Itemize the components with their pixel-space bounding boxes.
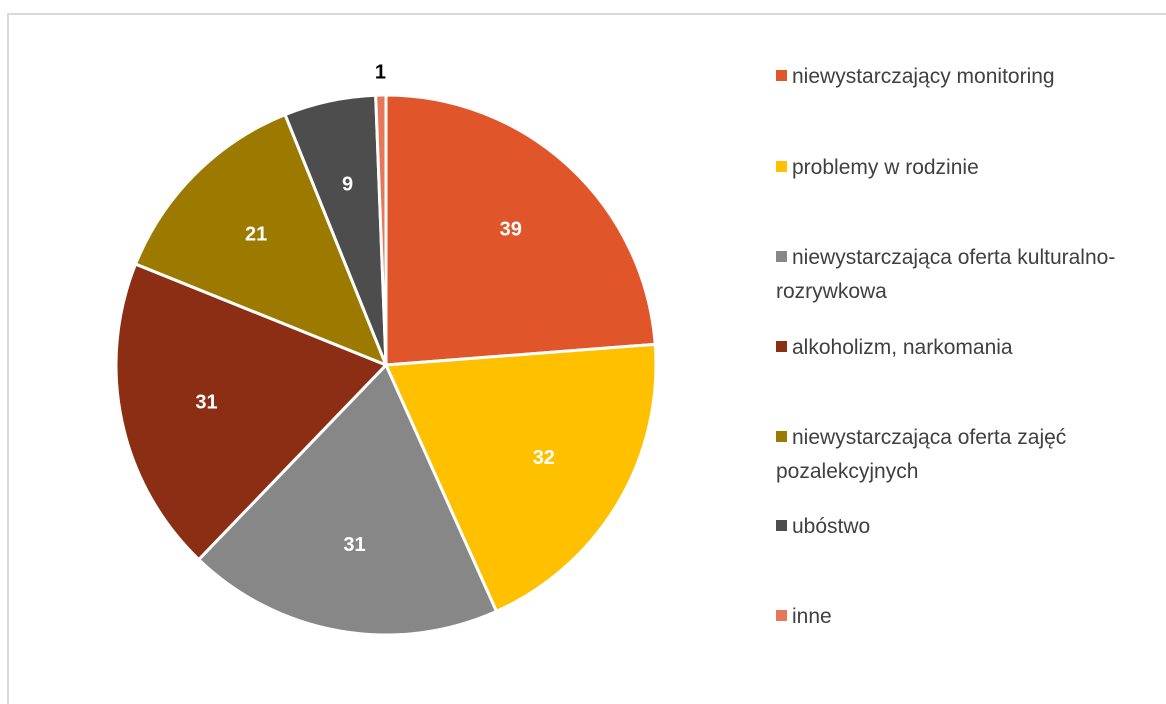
pie-slice xyxy=(374,93,388,366)
legend-item: inne xyxy=(776,600,1156,634)
legend-key xyxy=(776,430,787,442)
legend-item: problemy w rodzinie xyxy=(776,151,1156,185)
legend-label: niewystarczająca oferta zajęć pozalekcyj… xyxy=(776,426,1067,483)
slice-label: 32 xyxy=(533,447,555,469)
legend-key xyxy=(776,340,787,352)
pie-slice xyxy=(196,362,499,637)
legend-item: ubóstwo xyxy=(776,510,1156,544)
slice-label: 39 xyxy=(500,219,522,241)
legend-item: niewystarczająca oferta kulturalno-rozry… xyxy=(776,241,1156,309)
legend-key xyxy=(776,250,787,262)
slice-label: 9 xyxy=(342,174,353,196)
pie-slice xyxy=(384,93,657,367)
slice-label: 31 xyxy=(343,534,365,556)
legend-label: problemy w rodzinie xyxy=(792,156,979,179)
legend-item: niewystarczający monitoring xyxy=(776,60,1156,94)
legend-item: alkoholizm, narkomania xyxy=(776,331,1156,365)
pie-slice xyxy=(133,112,389,368)
legend-label: alkoholizm, narkomania xyxy=(792,336,1013,359)
slice-label: 31 xyxy=(195,392,217,414)
legend-key xyxy=(776,69,787,81)
legend-key xyxy=(776,609,787,621)
slice-label: 1 xyxy=(375,61,386,83)
slice-label: 21 xyxy=(245,223,267,245)
legend-key xyxy=(776,160,787,172)
chart-frame xyxy=(7,13,1166,704)
legend-label: ubóstwo xyxy=(792,515,871,538)
legend-key xyxy=(776,519,787,531)
legend-label: inne xyxy=(792,605,832,628)
legend-label: niewystarczająca oferta kulturalno-rozry… xyxy=(776,246,1116,303)
legend-item: niewystarczająca oferta zajęć pozalekcyj… xyxy=(776,421,1156,489)
pie-slice xyxy=(383,342,658,614)
legend-label: niewystarczający monitoring xyxy=(792,65,1055,88)
